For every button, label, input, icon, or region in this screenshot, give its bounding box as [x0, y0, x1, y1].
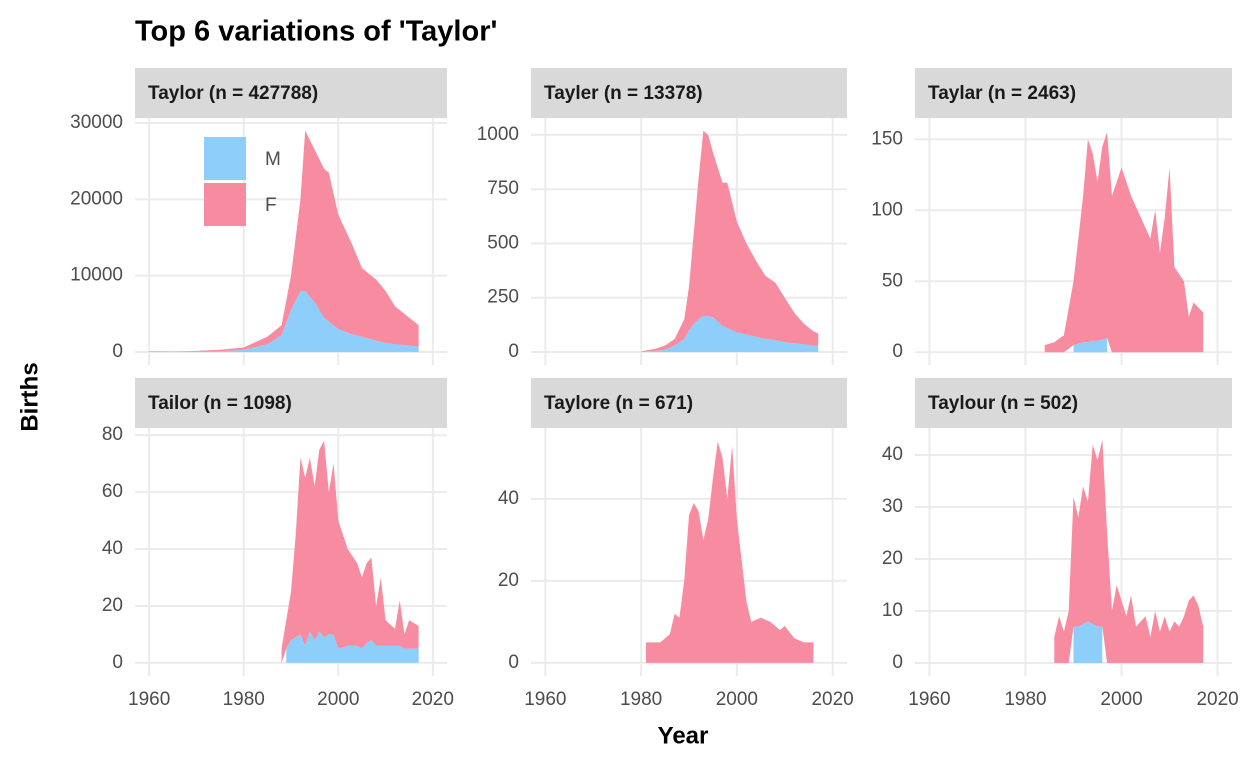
x-tick-label: 1980	[1004, 689, 1046, 710]
legend-label: M	[265, 149, 281, 170]
y-tick-label: 0	[508, 652, 519, 673]
facet-label: Taylor (n = 427788)	[148, 83, 318, 104]
y-tick-label: 0	[892, 652, 903, 673]
y-tick-label: 10000	[70, 265, 123, 286]
x-tick-label: 2020	[412, 689, 454, 710]
x-tick-label: 2000	[716, 689, 758, 710]
area	[149, 290, 419, 353]
y-tick-label: 50	[882, 270, 903, 291]
facet-strip	[135, 68, 447, 118]
y-tick-label: 40	[102, 538, 123, 559]
area	[149, 130, 419, 352]
x-tick-label: 1960	[524, 689, 566, 710]
area	[1073, 621, 1103, 664]
x-axis-label: Year	[658, 722, 709, 749]
area	[641, 316, 819, 352]
legend-key	[204, 137, 246, 180]
x-tick-label: 1960	[128, 689, 170, 710]
y-tick-label: 40	[882, 444, 903, 465]
facet-label: Tailor (n = 1098)	[148, 393, 292, 414]
y-tick-label: 60	[102, 481, 123, 502]
y-tick-label: 0	[508, 341, 519, 362]
y-tick-label: 0	[112, 652, 123, 673]
y-tick-label: 0	[892, 341, 903, 362]
y-tick-label: 30000	[70, 112, 123, 133]
y-tick-label: 20	[102, 595, 123, 616]
y-tick-label: 750	[487, 178, 519, 199]
x-tick-label: 2000	[317, 689, 359, 710]
x-tick-label: 1980	[223, 689, 265, 710]
y-axis-label: Births	[16, 362, 43, 431]
y-tick-label: 150	[871, 128, 903, 149]
facet-strip	[531, 378, 847, 428]
area	[645, 441, 814, 663]
facet-strip	[915, 378, 1232, 428]
facet-label: Taylour (n = 502)	[928, 393, 1078, 414]
y-tick-label: 20	[498, 570, 519, 591]
facet-strip	[915, 68, 1232, 118]
y-tick-label: 10	[882, 600, 903, 621]
x-tick-label: 1980	[620, 689, 662, 710]
y-tick-label: 1000	[477, 124, 519, 145]
facet-label: Taylar (n = 2463)	[928, 83, 1076, 104]
y-tick-label: 40	[498, 488, 519, 509]
facet-label: Taylore (n = 671)	[544, 393, 693, 414]
facet-label: Tayler (n = 13378)	[544, 83, 703, 104]
y-tick-label: 250	[487, 287, 519, 308]
x-tick-label: 2000	[1100, 689, 1142, 710]
y-tick-label: 500	[487, 232, 519, 253]
y-tick-label: 80	[102, 424, 123, 445]
y-tick-label: 100	[871, 199, 903, 220]
x-tick-label: 2020	[811, 689, 853, 710]
legend-key	[204, 183, 246, 226]
y-tick-label: 0	[112, 341, 123, 362]
y-tick-label: 30	[882, 496, 903, 517]
chart-title: Top 6 variations of 'Taylor'	[135, 16, 497, 48]
area	[641, 130, 819, 352]
area	[281, 440, 419, 663]
facet-strip	[531, 68, 847, 118]
facet-strip	[135, 378, 447, 428]
area	[1073, 338, 1108, 353]
y-tick-label: 20000	[70, 188, 123, 209]
y-tick-label: 20	[882, 548, 903, 569]
x-tick-label: 1960	[908, 689, 950, 710]
area	[1044, 132, 1204, 353]
x-tick-label: 2020	[1196, 689, 1238, 710]
area	[286, 631, 419, 663]
legend-label: F	[265, 195, 277, 216]
area	[1054, 439, 1204, 664]
